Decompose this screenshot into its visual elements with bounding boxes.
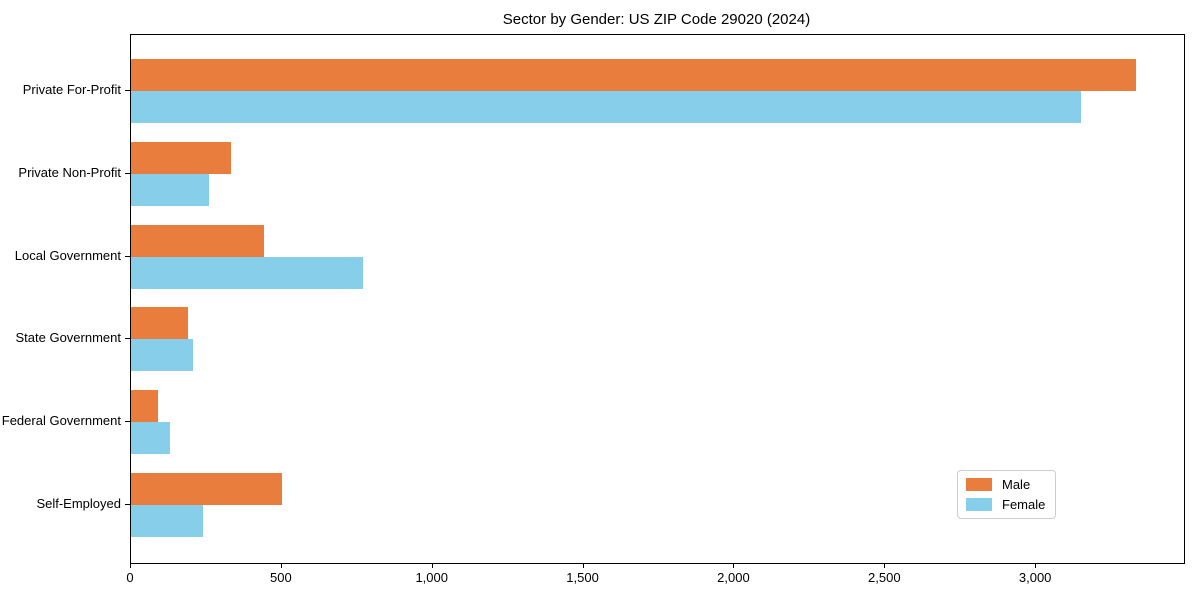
legend-swatch-male	[966, 478, 992, 491]
plot-area	[130, 34, 1185, 564]
y-tick	[125, 172, 130, 174]
x-tick	[280, 563, 282, 568]
bar-male-5	[131, 390, 159, 423]
bar-female-1	[131, 91, 1082, 123]
bar-female-5	[131, 422, 171, 455]
y-tick-label: Federal Government	[1, 413, 121, 429]
legend-label: Male	[1002, 477, 1031, 492]
x-tick-label: 2,000	[717, 570, 750, 585]
y-tick-label: Local Government	[14, 247, 121, 263]
bar-male-6	[131, 473, 282, 505]
bar-male-2	[131, 141, 231, 174]
legend-label: Female	[1002, 497, 1046, 512]
x-tick	[1035, 563, 1037, 568]
legend-entry-male: Male	[966, 477, 1045, 492]
y-tick	[125, 338, 130, 340]
x-tick	[582, 563, 584, 568]
x-tick	[431, 563, 433, 568]
y-tick	[125, 504, 130, 505]
y-tick	[125, 255, 130, 257]
legend-entry-female: Female	[966, 497, 1045, 512]
x-tick	[884, 563, 886, 568]
bar-female-3	[131, 256, 364, 289]
y-tick-label: State Government	[15, 330, 122, 346]
bar-female-6	[131, 505, 204, 537]
x-tick-label: 500	[270, 570, 292, 585]
x-tick-label: 1,500	[566, 570, 599, 585]
x-tick	[130, 563, 131, 568]
chart-title: Sector by Gender: US ZIP Code 29020 (202…	[502, 11, 811, 28]
y-tick	[125, 90, 130, 91]
x-tick-label: 0	[126, 570, 134, 585]
bar-female-2	[131, 173, 210, 206]
x-tick-label: 1,000	[415, 570, 448, 585]
bar-male-3	[131, 224, 264, 257]
bar-female-4	[131, 339, 193, 372]
legend: Male Female	[957, 470, 1057, 519]
y-tick-label: Private Non-Profit	[18, 164, 121, 180]
y-tick-label: Self-Employed	[36, 496, 121, 511]
y-tick	[125, 421, 130, 423]
legend-swatch-female	[966, 498, 992, 511]
x-tick-label: 2,500	[868, 570, 901, 585]
bar-male-4	[131, 307, 189, 340]
x-tick-label: 3,000	[1018, 570, 1052, 585]
x-tick	[733, 563, 735, 568]
bar-male-1	[131, 59, 1136, 91]
y-tick-label: Private For-Profit	[22, 82, 121, 97]
